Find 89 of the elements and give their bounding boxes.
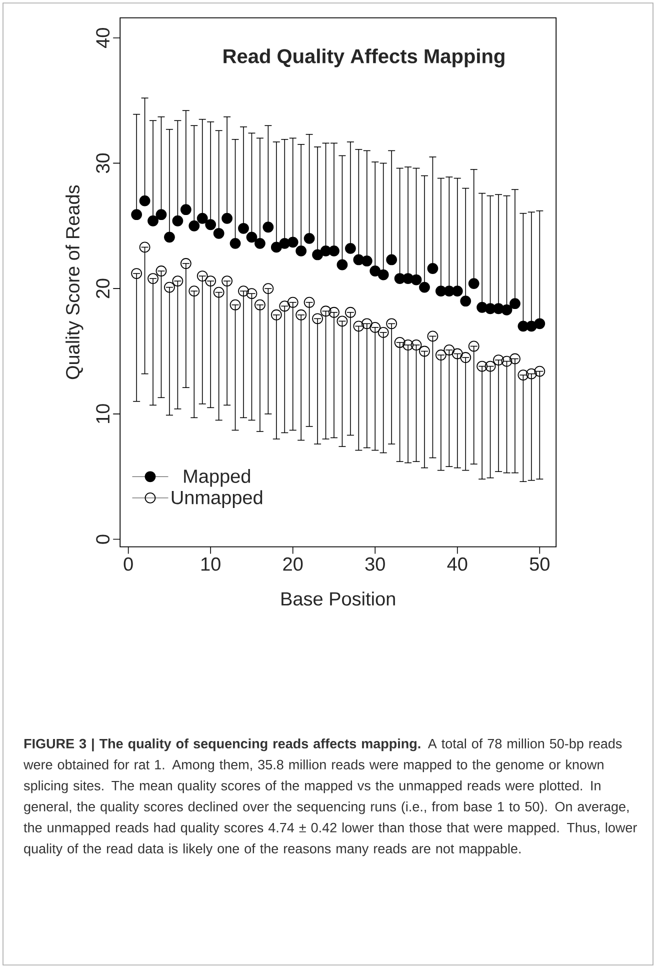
point [370,322,381,333]
y-tick-label: 40 [96,28,110,48]
point [196,270,208,282]
point [270,242,282,253]
point [230,299,241,310]
point [534,318,546,330]
point [156,209,167,220]
point [419,282,430,293]
point [444,344,455,356]
point [378,326,389,338]
point [468,278,480,289]
point [205,276,216,286]
point [287,296,298,308]
point [131,209,142,220]
point [452,348,463,360]
x-tick-label: 20 [283,557,303,571]
y-tick-label: 20 [96,278,110,298]
x-axis-title: Base Position [282,592,395,606]
point [468,340,480,352]
point [410,274,422,286]
x-tick-label: 0 [124,557,133,571]
point [254,238,266,249]
legend-label: Mapped [184,469,250,487]
point [246,232,258,243]
point [238,222,249,234]
point [460,352,472,363]
y-tick-label: 10 [96,404,110,424]
point [205,219,216,230]
point [419,346,430,357]
point [279,238,290,249]
x-tick-label: 10 [201,557,220,571]
point [164,232,175,243]
point [230,238,241,249]
point [139,242,150,253]
text: FIGURE 3 | The quality of sequencing reads affects mapping. A total of 78 million 50-bp reads were obtained for rat 1. Among them, 35.8 million reads were mapped to the genome or known splicing sites. The mean quality scores of the mapped vs the unmapped reads were plotted. In general, the quality scores declined over the sequencing runs (i.e., from base 1 to 50). On average, the unmapped reads had quality scores 4.74 ± 0.42 lower than those that were mapped. Thus, lower quality of the read data is likely one of the reasons many reads are not mappable. [24,738,637,856]
x-tick-label: 50 [530,557,550,571]
point [139,195,150,206]
point [312,313,323,324]
point [304,232,315,244]
point [262,283,274,294]
point [510,298,520,310]
point [164,282,175,293]
point [435,350,446,360]
point [270,309,282,320]
point [172,215,184,226]
y-axis-title: Quality Score of Reads [66,185,84,380]
point [427,263,438,274]
point [328,246,340,256]
point [213,286,224,298]
point [188,220,200,232]
point [254,299,266,310]
legend-label: Unmapped [172,490,262,508]
point [296,309,307,320]
point [148,273,158,284]
point [361,256,372,266]
point [222,212,232,224]
point [304,296,315,308]
point [196,212,208,224]
point [296,246,307,256]
point [156,266,167,276]
point [386,254,398,266]
point [262,222,274,233]
point [172,276,184,286]
point [287,236,298,248]
point [131,268,142,279]
point [180,258,192,269]
point [452,286,463,297]
point [336,259,348,270]
x-tick-label: 40 [447,557,468,571]
x-tick-label: 30 [365,557,385,571]
point [148,215,158,226]
point [336,316,348,327]
point [427,330,438,342]
y-tick-label: 0 [96,534,110,544]
point [188,286,200,297]
point [279,300,290,312]
text: Read Quality Affects Mapping [224,48,504,68]
point [222,276,232,286]
point [370,266,381,276]
point [386,318,398,330]
y-tick-label: 30 [96,153,110,174]
point [378,269,389,280]
point [312,249,323,260]
point [501,304,512,316]
point [344,243,356,254]
point [344,306,356,318]
point [213,228,224,239]
point [180,204,192,216]
point [460,296,472,307]
